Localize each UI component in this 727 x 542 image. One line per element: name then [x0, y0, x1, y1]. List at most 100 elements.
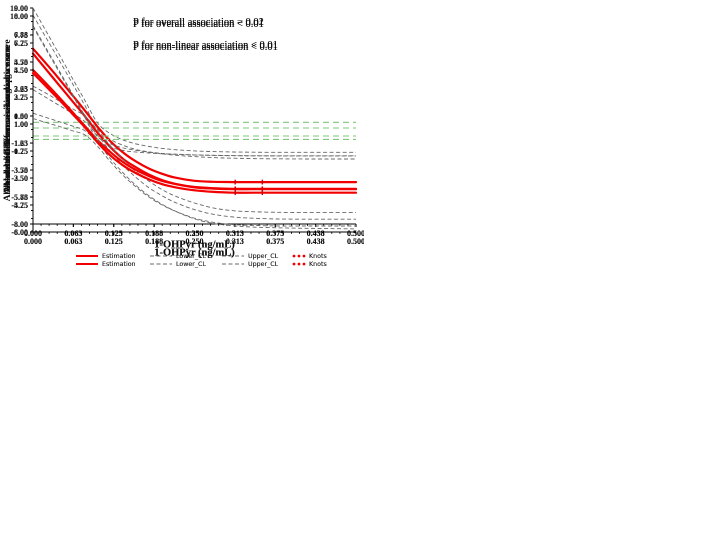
y-tick-label: 7.75: [14, 39, 28, 48]
legend-label-upper-cl: Upper_CL: [248, 253, 279, 260]
x-tick-label: 0.375: [266, 237, 284, 246]
y-tick-label: -5.88: [11, 193, 28, 202]
x-tick-label: 0.438: [307, 237, 325, 246]
y-tick-label: 7.75: [14, 31, 28, 40]
legend-label-knots: Knots: [309, 261, 327, 268]
legend: Estimation Lower_CL Upper_CL Knots: [76, 253, 327, 260]
legend-swatch-knots-dot: [292, 262, 296, 266]
x-tick-label: 0.188: [145, 237, 163, 246]
x-tick-label: 0.313: [226, 237, 244, 246]
y-tick-label: 6.88: [14, 31, 28, 40]
y-tick-label: 9.00: [14, 4, 28, 13]
annotation-line: P for overall association < 0.01: [133, 19, 264, 30]
y-tick-label: 5.50: [14, 66, 28, 75]
legend-label-estimation: Estimation: [102, 261, 136, 268]
y-tick-label: 2.75: [14, 93, 28, 102]
y-axis-title: Absolute differences in social score: [3, 53, 13, 194]
x-tick-label: 0.125: [105, 237, 123, 246]
x-tick-label: 0.500: [347, 237, 364, 246]
x-tick-label: 0.125: [105, 237, 123, 246]
annotation-line: P for non-linear association < 0.01: [133, 42, 278, 53]
y-tick-label: -1.63: [11, 139, 28, 148]
x-tick-label: 0.438: [307, 237, 325, 246]
y-axis-title: Absolute differences in motor score: [3, 44, 13, 187]
y-tick-label: 1.00: [14, 120, 28, 129]
legend-label-estimation: Estimation: [102, 253, 136, 260]
annotation-line: P for overall association = 0.02: [133, 17, 264, 28]
legend-label-lower-cl: Lower_CL: [176, 261, 206, 268]
y-tick-label: -3.75: [11, 166, 28, 175]
legend-label-knots: Knots: [309, 261, 327, 268]
x-axis-title: 1-OHPyr (ng/mL): [154, 248, 235, 259]
y-axis-title: Absolute differences in language score: [3, 47, 13, 202]
x-tick-label: 0.188: [145, 237, 163, 246]
y-axis-title: Absolute differences in adaptive score: [3, 39, 13, 192]
legend-swatch-knots-dot: [297, 262, 301, 266]
y-tick-label: 0.50: [14, 112, 28, 121]
y-tick-label: 8.00: [14, 12, 28, 21]
x-tick-label: 0.063: [64, 237, 82, 246]
chart-panel-social: 8.00 6.25 4.50 2.75 1.00 -0.75 -2.50 -4.25 -6.00…: [0, 0, 365, 271]
upper-cl-curve: [32, 7, 356, 153]
legend-label-lower-cl: Lower_CL: [176, 253, 206, 260]
annotation-line: P for non-linear association < 0.01: [133, 42, 278, 53]
legend-label-upper-cl: Upper_CL: [248, 253, 279, 260]
legend-label-estimation: Estimation: [102, 261, 136, 268]
annotation-line: P for overall association < 0.01: [133, 19, 264, 30]
upper-cl-curve: [32, 25, 356, 157]
legend-label-knots: Knots: [309, 253, 327, 260]
legend-swatch-knots-dot: [302, 262, 306, 266]
y-tick-label: -3.50: [11, 166, 28, 175]
y-tick-label: -2.50: [11, 174, 28, 183]
x-tick-label: 0.063: [64, 237, 82, 246]
lower-cl-curve: [32, 112, 356, 227]
chart-panel-adaptive: 9.00 6.88 4.75 2.63 0.50 -1.63 -3.75 -5.88 -8.00…: [0, 0, 365, 271]
x-tick-label: 0.000: [24, 237, 42, 246]
upper-cl-curve: [32, 26, 356, 157]
legend-label-lower-cl: Lower_CL: [176, 261, 206, 268]
annotation-line: P for non-linear association < 0.01: [133, 40, 278, 51]
x-axis-title: 1-OHPyr (ng/mL): [154, 240, 235, 251]
x-tick-label: 0.313: [226, 237, 244, 246]
y-tick-label: 3.25: [14, 93, 28, 102]
estimation-curve: [31, 68, 358, 190]
legend-label-upper-cl: Upper_CL: [248, 261, 279, 268]
y-tick-label: -8.00: [11, 220, 28, 229]
x-tick-label: 0.000: [24, 237, 42, 246]
y-tick-label: -0.75: [11, 147, 28, 156]
chart-svg-adaptive: 9.00 6.88 4.75 2.63 0.50 -1.63 -3.75 -5.88 -8.00…: [3, 4, 365, 260]
lower-cl-curve: [32, 85, 356, 214]
y-tick-label: 10.00: [10, 12, 28, 21]
y-tick-label: 4.75: [14, 58, 28, 67]
y-tick-label: 10.00: [10, 4, 28, 13]
y-tick-label: -5.75: [11, 201, 28, 210]
y-tick-label: 5.50: [14, 58, 28, 67]
y-tick-label: 4.50: [14, 66, 28, 75]
legend-swatch-knots-dot: [302, 254, 306, 258]
annotation-line: P for non-linear association < 0.01: [133, 40, 278, 51]
y-tick-label: -4.25: [11, 201, 28, 210]
y-tick-label: 2.63: [14, 85, 28, 94]
y-tick-label: -5.75: [11, 193, 28, 202]
legend-swatch-knots-dot: [297, 254, 301, 258]
legend: Estimation Lower_CL Upper_CL Knots: [76, 261, 327, 268]
y-tick-label: -6.00: [11, 228, 28, 237]
y-tick-label: -1.25: [11, 147, 28, 156]
x-axis-title: 1-OHPyr (ng/mL): [154, 248, 235, 259]
y-tick-label: -8.00: [11, 228, 28, 237]
estimation-curve: [31, 72, 358, 194]
chart-svg-social: 8.00 6.25 4.50 2.75 1.00 -0.75 -2.50 -4.25 -6.00…: [3, 12, 365, 268]
legend-swatch-knots-dot: [292, 254, 296, 258]
y-tick-label: -8.00: [11, 220, 28, 229]
y-tick-label: 3.25: [14, 85, 28, 94]
x-tick-label: 0.375: [266, 237, 284, 246]
y-tick-label: -3.50: [11, 174, 28, 183]
legend-label-upper-cl: Upper_CL: [248, 261, 279, 268]
y-tick-label: 1.00: [14, 120, 28, 129]
x-axis-title: 1-OHPyr (ng/mL): [154, 240, 235, 251]
x-tick-label: 0.500: [347, 237, 364, 246]
legend-label-lower-cl: Lower_CL: [176, 253, 206, 260]
annotation-line: P for overall association = 0.01: [133, 17, 264, 28]
lower-cl-curve: [32, 118, 357, 230]
